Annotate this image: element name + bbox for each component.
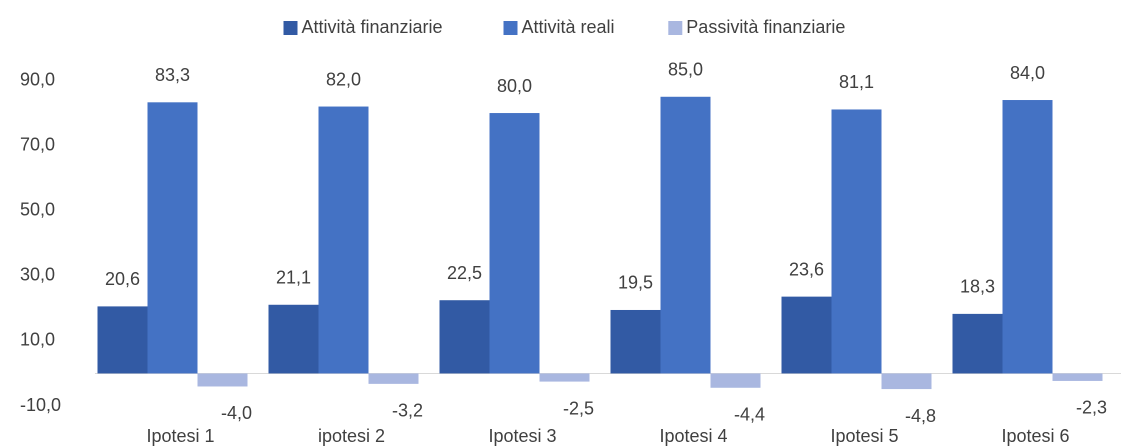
value-label: -2,3 — [1076, 398, 1107, 418]
x-tick-label: Ipotesi 3 — [488, 426, 556, 446]
bar — [197, 373, 248, 387]
value-label: 21,1 — [276, 268, 311, 288]
x-tick-label: ipotesi 2 — [318, 426, 385, 446]
y-tick-label: 10,0 — [20, 330, 55, 350]
value-label: 83,3 — [155, 65, 190, 85]
bar — [268, 304, 319, 374]
bar — [710, 373, 761, 388]
x-tick-label: Ipotesi 4 — [659, 426, 727, 446]
bar — [1002, 100, 1053, 374]
legend-swatch — [503, 21, 518, 35]
bar — [1052, 373, 1103, 381]
legend-swatch — [283, 21, 298, 35]
bar — [781, 296, 832, 374]
bar — [952, 313, 1003, 374]
value-label: 22,5 — [447, 263, 482, 283]
value-label: -2,5 — [563, 398, 594, 418]
legend: Attività finanziarie Attività reali Passiv… — [283, 17, 845, 37]
value-label: 23,6 — [789, 259, 824, 279]
bar — [610, 309, 661, 374]
x-tick-label: Ipotesi 5 — [830, 426, 898, 446]
value-label: 80,0 — [497, 76, 532, 96]
y-tick-label: -10,0 — [20, 395, 61, 415]
bar — [147, 102, 198, 374]
value-label: -4,8 — [905, 406, 936, 426]
bar — [318, 106, 369, 374]
value-label: -4,0 — [221, 403, 252, 423]
value-label: 85,0 — [668, 60, 703, 80]
value-label: 81,1 — [839, 72, 874, 92]
value-label: 19,5 — [618, 273, 653, 293]
bar — [439, 300, 490, 374]
bar — [97, 306, 148, 374]
legend-label: Attività finanziarie — [302, 17, 443, 37]
value-label: -3,2 — [392, 401, 423, 421]
x-tick-label: Ipotesi 6 — [1001, 426, 1069, 446]
value-label: 20,6 — [105, 269, 140, 289]
y-tick-label: 50,0 — [20, 199, 55, 219]
value-label: 84,0 — [1010, 63, 1045, 83]
bar — [660, 96, 711, 374]
bar — [881, 373, 932, 390]
value-label: -4,4 — [734, 405, 765, 425]
bar — [539, 373, 590, 382]
legend-swatch — [668, 21, 683, 35]
bar — [489, 113, 540, 374]
y-tick-label: 70,0 — [20, 134, 55, 154]
y-tick-label: 90,0 — [20, 69, 55, 89]
y-tick-label: 30,0 — [20, 265, 55, 285]
bar — [831, 109, 882, 374]
legend-label: Attività reali — [522, 17, 615, 37]
x-tick-label: Ipotesi 1 — [146, 426, 214, 446]
value-label: 82,0 — [326, 69, 361, 89]
value-label: 18,3 — [960, 277, 995, 297]
legend-label: Passività finanziarie — [686, 17, 845, 37]
bar — [368, 373, 419, 384]
